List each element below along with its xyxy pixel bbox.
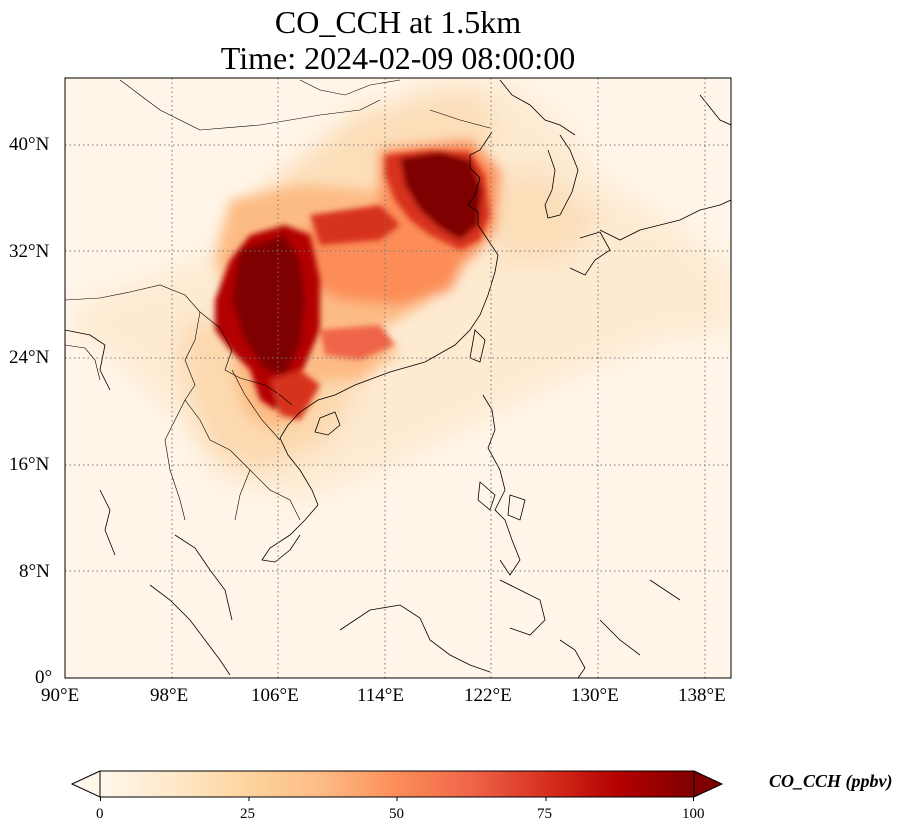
y-tick-label: 0° bbox=[35, 667, 53, 688]
colorbar bbox=[70, 770, 724, 801]
x-tick-label: 114°E bbox=[357, 685, 404, 706]
y-tick-label: 16°N bbox=[9, 454, 50, 475]
y-tick-label: 8°N bbox=[19, 561, 50, 582]
map-gridlines bbox=[65, 78, 731, 678]
colorbar-tick-label: 25 bbox=[240, 806, 255, 822]
y-tick-label: 32°N bbox=[9, 241, 50, 262]
colorbar-tick-label: 75 bbox=[537, 806, 552, 822]
colorbar-min-extend bbox=[70, 770, 101, 798]
map-panel bbox=[65, 78, 731, 678]
colorbar-fill bbox=[100, 771, 694, 797]
colorbar-tick-label: 100 bbox=[682, 806, 705, 822]
y-tick-label: 24°N bbox=[9, 347, 50, 368]
map-frame bbox=[64, 77, 732, 679]
x-tick-label: 90°E bbox=[41, 685, 80, 706]
x-tick-label: 122°E bbox=[464, 685, 512, 706]
x-tick-label: 130°E bbox=[571, 685, 619, 706]
map-title: CO_CCH at 1.5km bbox=[274, 4, 522, 40]
colorbar-tick-label: 50 bbox=[389, 806, 404, 822]
x-tick-label: 138°E bbox=[678, 685, 726, 706]
co-concentration-field bbox=[70, 78, 731, 500]
colorbar-max-extend bbox=[693, 770, 724, 798]
colorbar-label: CO_CCH (ppbv) bbox=[769, 771, 893, 791]
coastlines bbox=[65, 79, 731, 678]
country-borders bbox=[65, 79, 491, 521]
colorbar-tick-label: 0 bbox=[96, 806, 104, 822]
y-tick-label: 40°N bbox=[9, 134, 50, 155]
x-tick-label: 98°E bbox=[150, 685, 189, 706]
map-subtitle: Time: 2024-02-09 08:00:00 bbox=[220, 40, 576, 76]
x-tick-label: 106°E bbox=[251, 685, 299, 706]
